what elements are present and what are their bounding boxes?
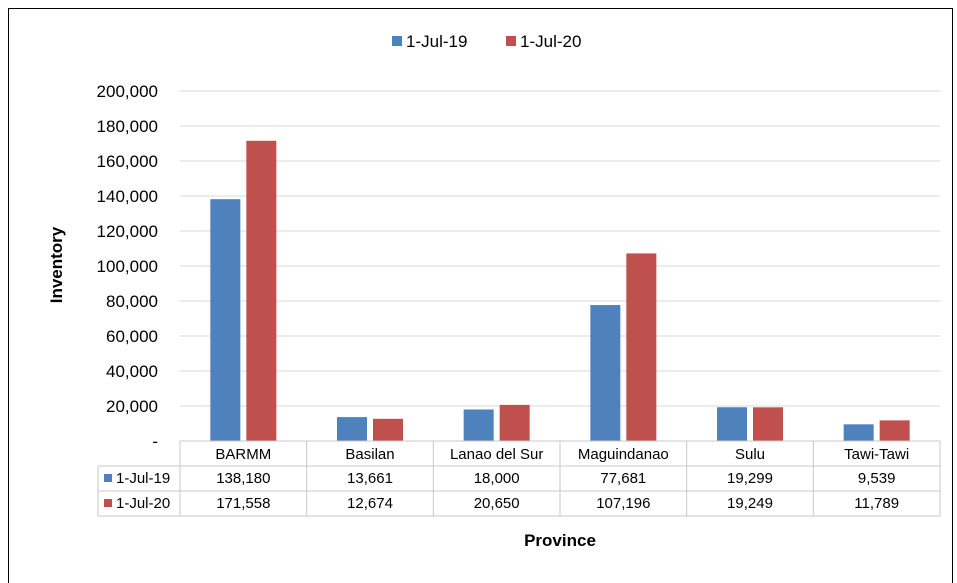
table-legend-key [104, 499, 112, 507]
y-tick-label: 60,000 [106, 327, 158, 346]
table-cell: 19,299 [727, 470, 773, 487]
table-cell: 20,650 [474, 495, 520, 512]
gridlines [180, 90, 940, 407]
table-cell: 19,249 [727, 495, 773, 512]
legend-label: 1-Jul-20 [520, 32, 581, 51]
bar [626, 253, 657, 441]
table-cell: 138,180 [216, 470, 270, 487]
x-tick-label: Lanao del Sur [450, 446, 543, 463]
bar [590, 305, 621, 441]
table-cell: 11,789 [854, 495, 899, 512]
bar [246, 140, 277, 441]
bar [499, 404, 530, 441]
y-tick-label: 140,000 [97, 187, 158, 206]
bar [463, 409, 494, 441]
bar [373, 418, 403, 441]
x-tick-label: Tawi-Tawi [844, 446, 909, 463]
bars [210, 140, 910, 441]
x-tick-label: Basilan [345, 446, 394, 463]
bar [717, 407, 747, 441]
bar [879, 420, 910, 441]
bar [210, 199, 241, 441]
table-cell: 171,558 [216, 495, 270, 512]
y-tick-label: 200,000 [97, 82, 158, 101]
table-row-label: 1-Jul-20 [116, 495, 170, 512]
y-tick-label: 120,000 [97, 222, 158, 241]
legend-label: 1-Jul-19 [406, 32, 467, 51]
y-tick-label: 180,000 [97, 117, 158, 136]
table-cell: 13,661 [347, 470, 393, 487]
y-tick-label: 100,000 [97, 257, 158, 276]
table-cell: 77,681 [600, 470, 646, 487]
table-cell: 107,196 [596, 495, 650, 512]
data-table: BARMM Basilan Lanao del Sur Maguindanao Sulu… [97, 440, 941, 517]
x-axis-label: Province [524, 531, 596, 550]
table-legend-key [104, 474, 112, 482]
x-tick-label: BARMM [215, 446, 271, 463]
legend-swatch [392, 36, 402, 46]
y-axis-label: Inventory [47, 226, 66, 303]
y-tick-label: - [152, 432, 158, 451]
y-axis-ticks: - 20,000 40,000 60,000 80,000 100,000 120,000 1… [97, 82, 158, 451]
bar [843, 424, 874, 441]
bar [753, 407, 783, 441]
table-cell: 9,539 [858, 470, 896, 487]
table-cell: 18,000 [474, 470, 520, 487]
chart-frame [8, 8, 953, 583]
table-cell: 12,674 [347, 495, 393, 512]
y-tick-label: 160,000 [97, 152, 158, 171]
bar [337, 417, 367, 441]
legend: 1-Jul-19 1-Jul-20 [392, 32, 581, 51]
x-tick-label: Maguindanao [578, 446, 669, 463]
x-tick-label: Sulu [735, 446, 765, 463]
y-tick-label: 80,000 [106, 292, 158, 311]
table-row-label: 1-Jul-19 [116, 470, 170, 487]
legend-swatch [506, 36, 516, 46]
y-tick-label: 20,000 [106, 397, 158, 416]
y-tick-label: 40,000 [106, 362, 158, 381]
